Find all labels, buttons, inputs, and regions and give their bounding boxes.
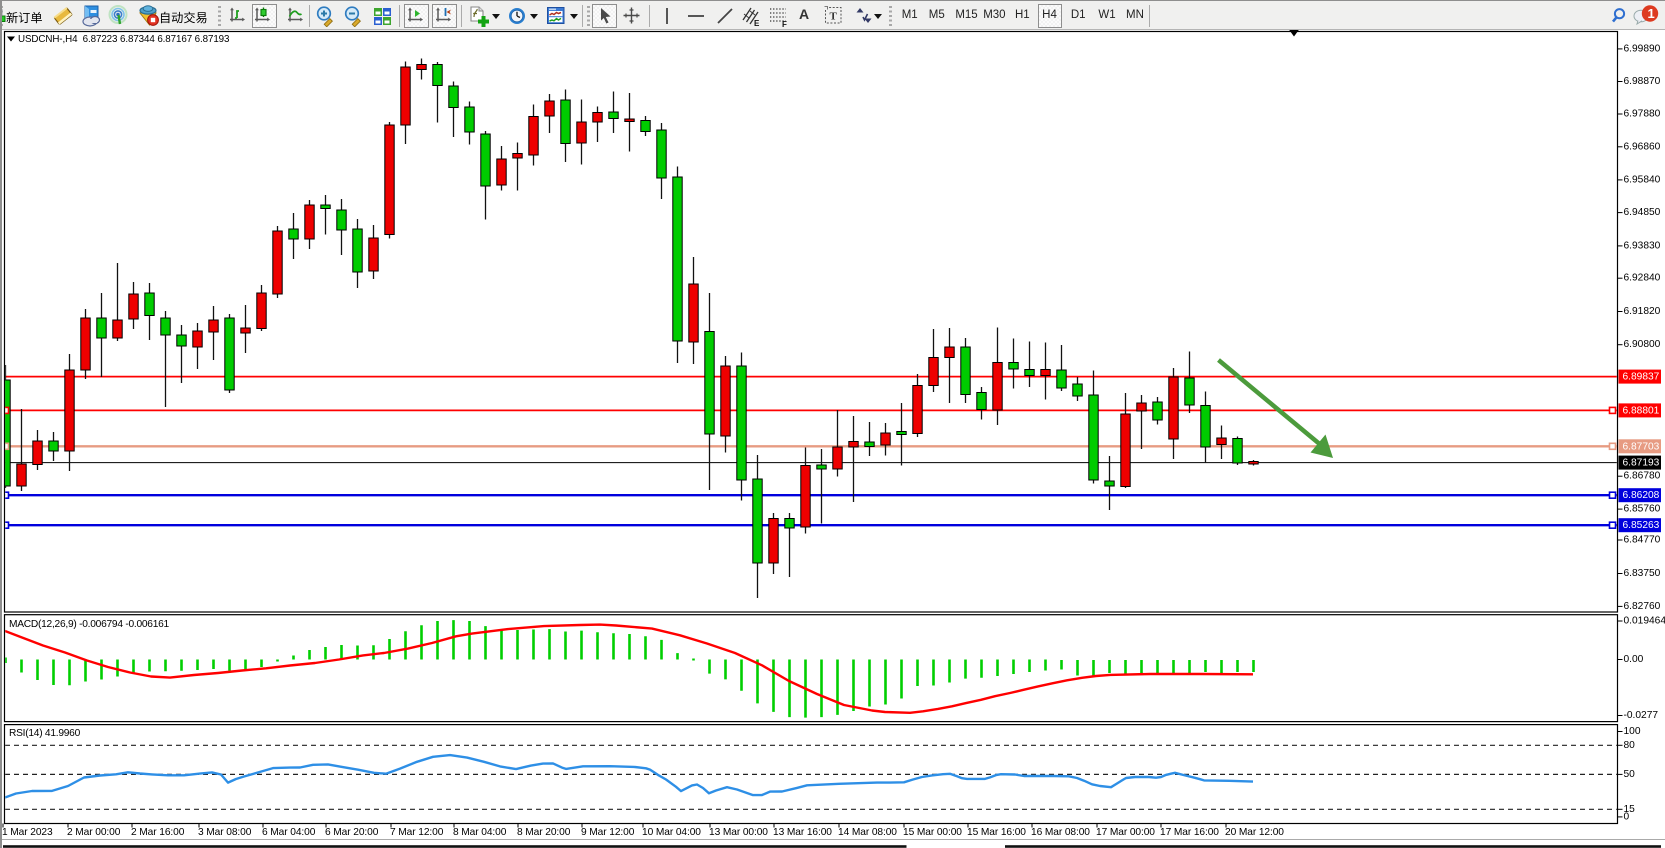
svg-text:1: 1 xyxy=(1648,6,1655,21)
svg-text:6.87703: 6.87703 xyxy=(1623,441,1660,452)
svg-text:2 Mar 00:00: 2 Mar 00:00 xyxy=(67,827,121,838)
svg-text:6.91820: 6.91820 xyxy=(1624,306,1661,317)
svg-text:6.89837: 6.89837 xyxy=(1623,372,1660,383)
svg-text:MACD(12,26,9) -0.006794 -0.006: MACD(12,26,9) -0.006794 -0.006161 xyxy=(9,619,170,630)
svg-text:USDCNH-,H4 6.87223 6.87344 6.: USDCNH-,H4 6.87223 6.87344 6.87167 6.871… xyxy=(18,34,230,45)
svg-text:E: E xyxy=(754,19,760,28)
svg-text:2 Mar 16:00: 2 Mar 16:00 xyxy=(131,827,185,838)
svg-text:15 Mar 00:00: 15 Mar 00:00 xyxy=(903,827,962,838)
svg-text:8 Mar 20:00: 8 Mar 20:00 xyxy=(517,827,571,838)
svg-text:0.00: 0.00 xyxy=(1624,654,1644,665)
svg-text:0.019464: 0.019464 xyxy=(1624,616,1665,627)
svg-text:15 Mar 16:00: 15 Mar 16:00 xyxy=(967,827,1026,838)
svg-text:3 Mar 08:00: 3 Mar 08:00 xyxy=(198,827,252,838)
svg-text:6.86780: 6.86780 xyxy=(1624,471,1661,482)
svg-text:9 Mar 12:00: 9 Mar 12:00 xyxy=(581,827,635,838)
svg-text:80: 80 xyxy=(1624,740,1636,751)
svg-text:1 Mar 2023: 1 Mar 2023 xyxy=(2,827,53,838)
svg-text:6.84770: 6.84770 xyxy=(1624,535,1661,546)
svg-text:6 Mar 20:00: 6 Mar 20:00 xyxy=(325,827,379,838)
svg-text:RSI(14) 41.9960: RSI(14) 41.9960 xyxy=(9,728,81,739)
svg-text:6.94850: 6.94850 xyxy=(1624,207,1661,218)
svg-text:13 Mar 00:00: 13 Mar 00:00 xyxy=(709,827,768,838)
svg-text:6.99890: 6.99890 xyxy=(1624,43,1661,54)
svg-text:6.90800: 6.90800 xyxy=(1624,339,1661,350)
svg-text:6.97880: 6.97880 xyxy=(1624,109,1661,120)
svg-text:7 Mar 12:00: 7 Mar 12:00 xyxy=(390,827,444,838)
svg-text:10 Mar 04:00: 10 Mar 04:00 xyxy=(642,827,701,838)
svg-text:100: 100 xyxy=(1624,726,1641,737)
svg-text:8 Mar 04:00: 8 Mar 04:00 xyxy=(453,827,507,838)
svg-text:-0.0277: -0.0277 xyxy=(1624,710,1659,721)
svg-text:6.88801: 6.88801 xyxy=(1623,405,1660,416)
svg-text:6.87193: 6.87193 xyxy=(1623,458,1660,469)
svg-text:6 Mar 04:00: 6 Mar 04:00 xyxy=(262,827,316,838)
svg-text:20 Mar 12:00: 20 Mar 12:00 xyxy=(1225,827,1284,838)
svg-text:6.96860: 6.96860 xyxy=(1624,141,1661,152)
svg-text:50: 50 xyxy=(1624,769,1636,780)
svg-text:17 Mar 00:00: 17 Mar 00:00 xyxy=(1096,827,1155,838)
svg-text:6.92840: 6.92840 xyxy=(1624,273,1661,284)
svg-text:16 Mar 08:00: 16 Mar 08:00 xyxy=(1031,827,1090,838)
svg-text:6.86208: 6.86208 xyxy=(1623,490,1660,501)
svg-text:0: 0 xyxy=(1624,811,1630,822)
svg-text:13 Mar 16:00: 13 Mar 16:00 xyxy=(773,827,832,838)
svg-text:T: T xyxy=(830,11,838,23)
svg-text:6.85263: 6.85263 xyxy=(1623,520,1660,531)
svg-text:15: 15 xyxy=(1624,804,1636,815)
svg-text:6.95840: 6.95840 xyxy=(1624,174,1661,185)
svg-text:6.93830: 6.93830 xyxy=(1624,240,1661,251)
svg-text:6.98870: 6.98870 xyxy=(1624,76,1661,87)
svg-text:6.85760: 6.85760 xyxy=(1624,504,1661,515)
svg-text:F: F xyxy=(782,20,787,28)
svg-text:6.83750: 6.83750 xyxy=(1624,568,1661,579)
svg-text:14 Mar 08:00: 14 Mar 08:00 xyxy=(838,827,897,838)
svg-text:6.82760: 6.82760 xyxy=(1624,601,1661,612)
svg-text:17 Mar 16:00: 17 Mar 16:00 xyxy=(1160,827,1219,838)
